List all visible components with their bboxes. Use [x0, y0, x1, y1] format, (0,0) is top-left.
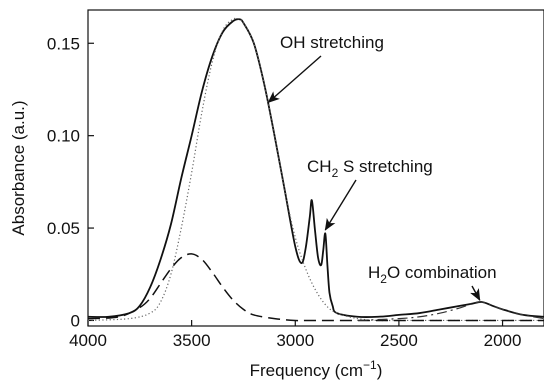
- x-tick-label: 3500: [173, 331, 211, 350]
- annotation-arrow: [470, 285, 481, 302]
- plot-frame: [87, 9, 544, 327]
- series-layer: [87, 17, 544, 322]
- x-tick-label: 3000: [276, 331, 314, 350]
- series-line-solid: [87, 18, 544, 319]
- x-tick-label: 2500: [380, 331, 418, 350]
- y-tick-label: 0.10: [47, 127, 80, 146]
- x-tick-label: 2000: [484, 331, 522, 350]
- x-tick-label: 4000: [69, 331, 107, 350]
- annotation-label: CH2 S stretching: [307, 157, 433, 180]
- annotation-label: H2O combination: [368, 263, 497, 286]
- series-line-dashed: [87, 253, 544, 322]
- annotation-label: OH stretching: [280, 33, 384, 52]
- y-tick-label: 0.05: [47, 219, 80, 238]
- x-axis-title: Frequency (cm−1): [250, 358, 383, 380]
- y-axis-ticks: 0 0.05 0.10 0.15: [47, 34, 94, 330]
- y-tick-label: 0: [71, 311, 80, 330]
- series-line-dotted: [87, 17, 544, 322]
- annotation-arrow: [267, 55, 322, 104]
- annotation-arrow: [324, 179, 357, 231]
- x-axis-ticks: 4000 3500 3000 2500 2000: [69, 320, 521, 350]
- annotation-layer: OH stretching CH2 S stretching H2O combina…: [267, 33, 497, 302]
- series-line-dashdot: [357, 301, 544, 322]
- y-axis-title: Absorbance (a.u.): [9, 100, 28, 235]
- y-tick-label: 0.15: [47, 34, 80, 53]
